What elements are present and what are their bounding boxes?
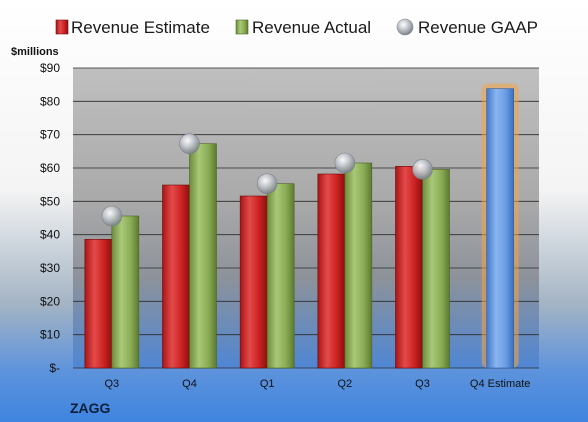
- y-tick-label: $10: [40, 328, 60, 342]
- bar-revenue-actual: [111, 215, 140, 369]
- gaap-markers: [101, 133, 433, 227]
- legend-label-gaap: Revenue GAAP: [418, 18, 538, 37]
- y-tick-label: $90: [40, 61, 60, 75]
- legend-item-actual: Revenue Actual: [235, 18, 371, 37]
- y-tick-label: $40: [40, 228, 60, 242]
- x-tick-label: Q3: [415, 378, 430, 390]
- legend-swatch-gaap: [396, 18, 414, 36]
- legend: Revenue Estimate Revenue Actual Revenue …: [55, 18, 538, 37]
- bars: [84, 83, 519, 369]
- legend-label-estimate: Revenue Estimate: [71, 18, 210, 37]
- y-tick-label: $70: [40, 128, 60, 142]
- bar-revenue-actual: [266, 183, 295, 369]
- bar-revenue-estimate: [239, 195, 268, 369]
- x-tick-labels: Q3 Q4 Q1 Q2 Q3 Q4 Estimate: [104, 378, 530, 390]
- y-tick-label: $60: [40, 161, 60, 175]
- marker-revenue-gaap: [179, 133, 200, 154]
- plot-area: [73, 68, 539, 368]
- y-axis-unit-label: $millions: [11, 46, 59, 58]
- y-tick-label: $-: [49, 361, 60, 375]
- x-tick-label: Q4 Estimate: [470, 378, 531, 390]
- legend-label-actual: Revenue Actual: [252, 18, 371, 37]
- legend-item-gaap: Revenue GAAP: [396, 18, 538, 37]
- x-tick-label: Q2: [337, 378, 352, 390]
- y-tick-label: $30: [40, 261, 60, 275]
- bar-revenue-actual: [344, 162, 373, 369]
- bar-revenue-actual: [189, 143, 217, 369]
- y-tick-label: $20: [40, 294, 60, 308]
- y-tick-labels: $- $10 $20 $30 $40 $50 $60 $70 $80 $90: [40, 61, 60, 375]
- bar-revenue-estimate-future: [486, 88, 514, 369]
- x-tick-label: Q1: [260, 378, 275, 390]
- gridlines: [73, 67, 539, 369]
- x-tick-label: Q3: [104, 378, 119, 390]
- y-tick-label: $50: [40, 194, 60, 208]
- legend-swatch-estimate: [55, 19, 69, 35]
- marker-revenue-gaap: [334, 152, 356, 174]
- bar-revenue-actual: [422, 169, 450, 369]
- bar-revenue-estimate: [162, 184, 190, 369]
- bar-revenue-estimate: [317, 173, 346, 369]
- y-tick-label: $80: [40, 94, 60, 108]
- bar-revenue-estimate: [84, 239, 113, 369]
- company-label: ZAGG: [70, 400, 111, 416]
- marker-revenue-gaap: [256, 173, 278, 194]
- bar-revenue-estimate: [395, 166, 423, 369]
- legend-item-estimate: Revenue Estimate: [55, 18, 210, 37]
- marker-revenue-gaap: [412, 159, 433, 180]
- marker-revenue-gaap: [101, 205, 123, 227]
- legend-swatch-actual: [235, 19, 249, 35]
- x-tick-label: Q4: [182, 378, 197, 390]
